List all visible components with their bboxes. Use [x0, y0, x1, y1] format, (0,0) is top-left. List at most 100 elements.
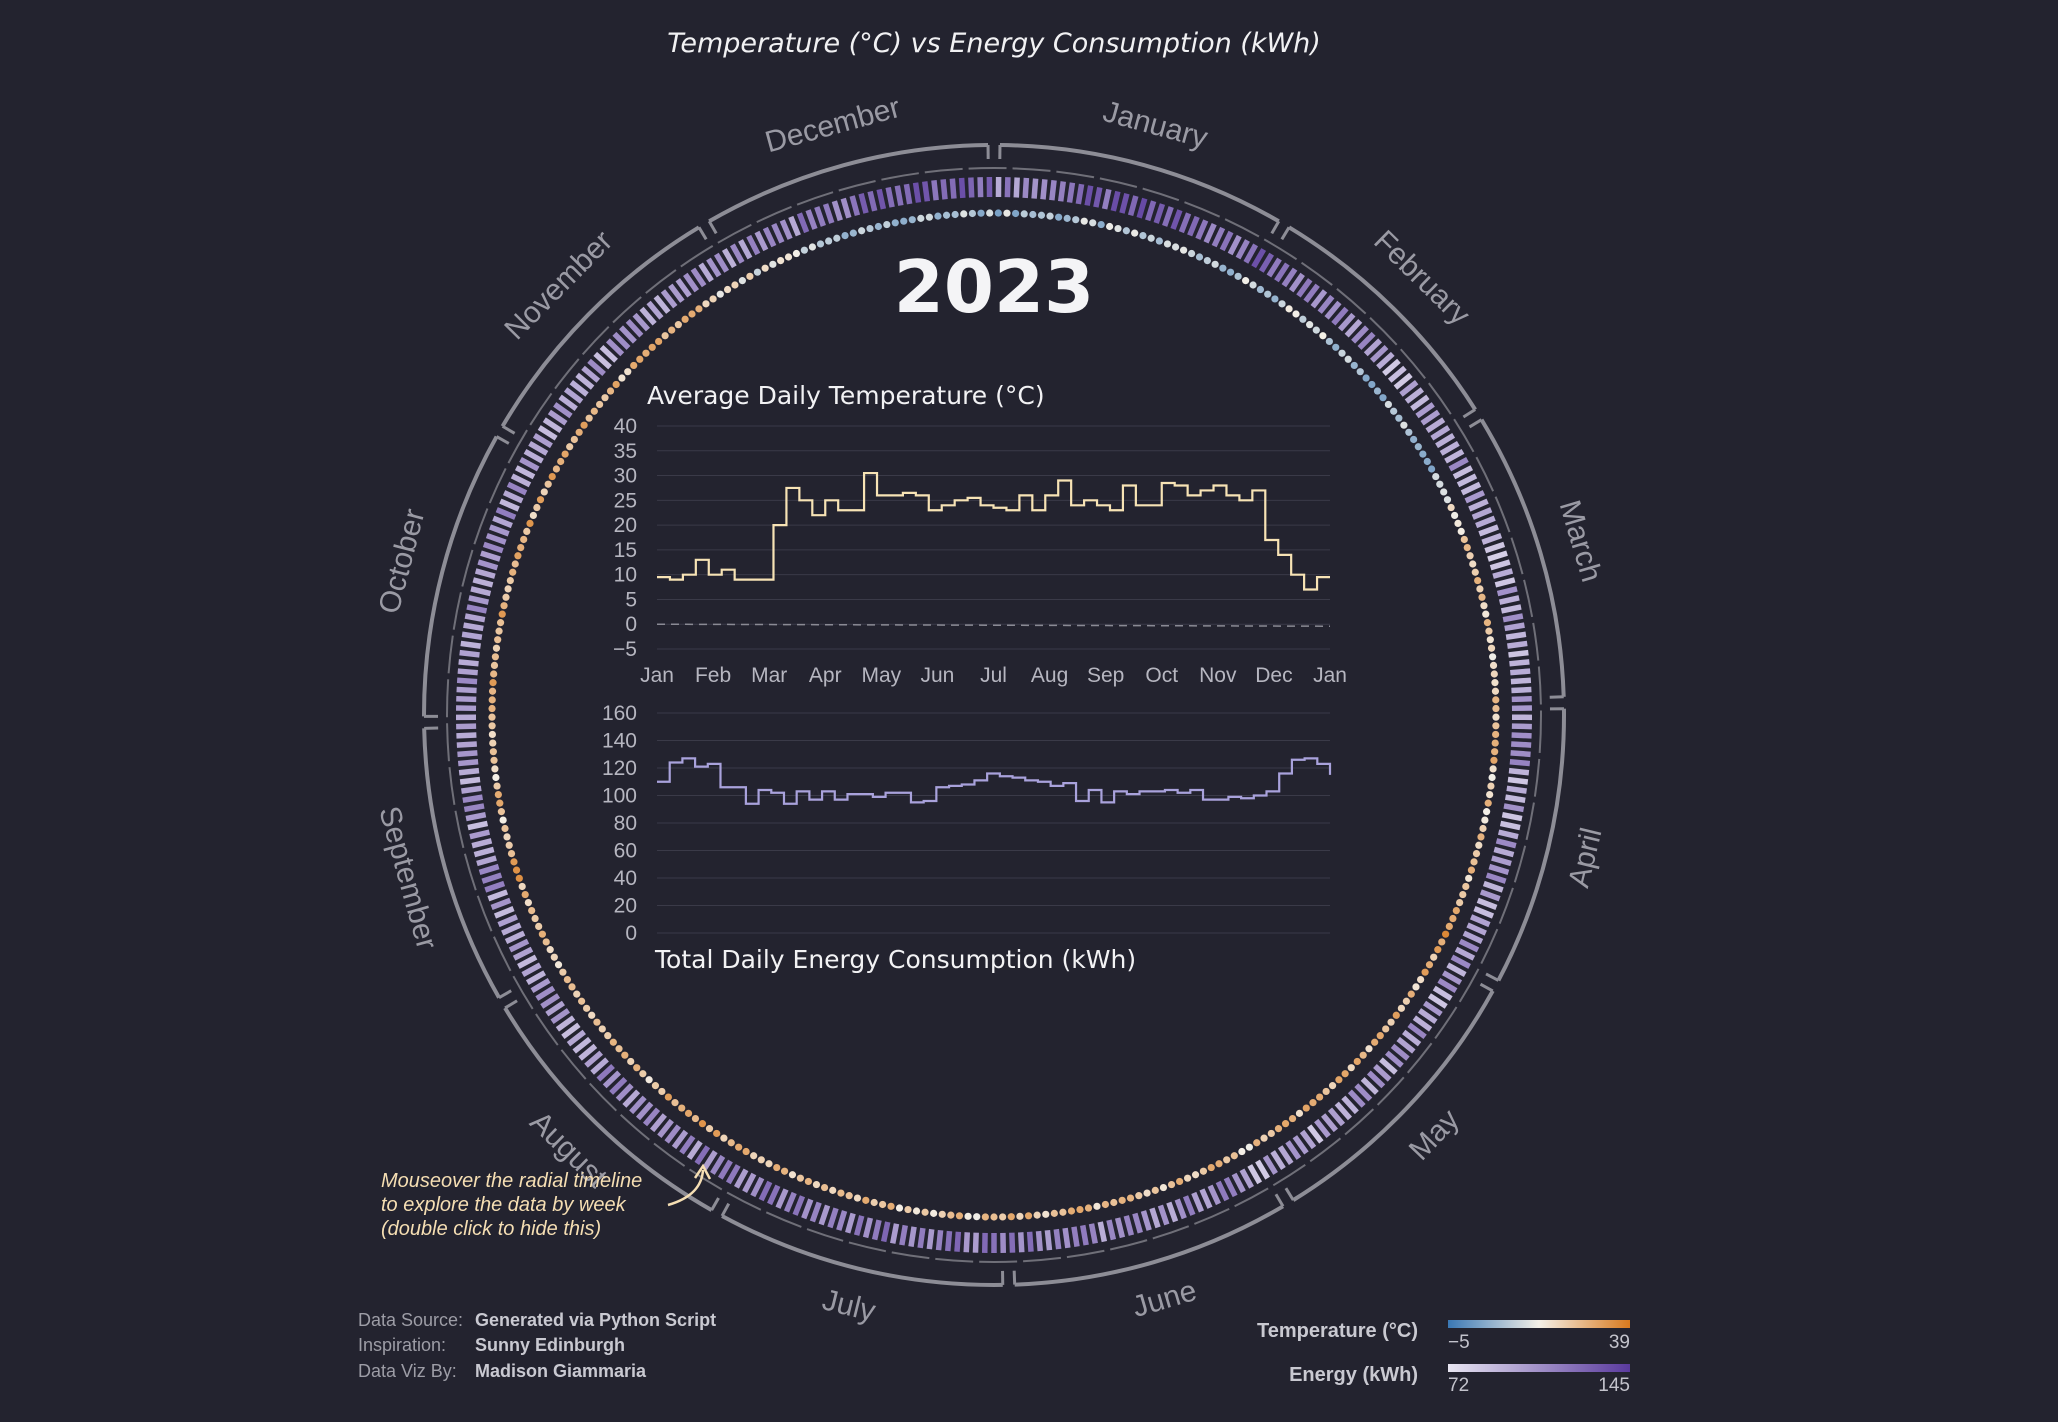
temperature-dot[interactable] [792, 249, 801, 258]
energy-bar[interactable] [1199, 1188, 1213, 1209]
temperature-dot[interactable] [563, 975, 571, 984]
temperature-dot[interactable] [1312, 326, 1320, 334]
temperature-dot[interactable] [488, 704, 496, 713]
temperature-dot[interactable] [1151, 1186, 1159, 1194]
energy-bar[interactable] [599, 345, 618, 363]
energy-bar[interactable] [615, 1083, 634, 1102]
temperature-dot[interactable] [942, 211, 951, 219]
energy-bar[interactable] [1004, 177, 1011, 198]
temperature-dot[interactable] [528, 906, 536, 915]
temperature-dot[interactable] [509, 568, 517, 576]
temperature-dot[interactable] [1084, 1204, 1093, 1212]
temperature-dot[interactable] [612, 380, 620, 389]
energy-bar[interactable] [1464, 490, 1486, 504]
temperature-dot[interactable] [1147, 234, 1155, 242]
temperature-dot[interactable] [1143, 1189, 1151, 1197]
temperature-dot[interactable] [1055, 213, 1063, 221]
energy-bar[interactable] [1503, 803, 1525, 813]
temperature-dot[interactable] [1302, 1104, 1310, 1112]
energy-bar[interactable] [1262, 1154, 1278, 1175]
temperature-dot[interactable] [1106, 222, 1114, 231]
energy-bar[interactable] [796, 212, 810, 234]
energy-bar[interactable] [890, 1223, 900, 1244]
temperature-dot[interactable] [521, 890, 529, 899]
energy-bar[interactable] [1430, 425, 1451, 441]
temperature-dot[interactable] [731, 281, 739, 289]
energy-bar[interactable] [903, 183, 913, 205]
energy-bar[interactable] [1415, 402, 1435, 419]
temperature-dot[interactable] [1479, 824, 1487, 833]
energy-bar[interactable] [885, 186, 895, 208]
temperature-dot[interactable] [557, 457, 565, 466]
temperature-dot[interactable] [590, 407, 598, 415]
energy-bar[interactable] [1479, 889, 1501, 902]
temperature-dot[interactable] [1353, 1057, 1361, 1066]
energy-bar[interactable] [686, 1140, 703, 1160]
energy-bar[interactable] [456, 677, 478, 685]
temperature-dot[interactable] [808, 243, 817, 251]
temperature-dot[interactable] [968, 209, 977, 218]
temperature-dot[interactable] [1033, 1211, 1041, 1219]
energy-bar[interactable] [1508, 649, 1529, 658]
energy-bar[interactable] [1080, 1224, 1089, 1246]
temperature-dot[interactable] [1267, 1129, 1275, 1138]
energy-bar[interactable] [1385, 1050, 1404, 1068]
energy-bar[interactable] [1510, 750, 1531, 758]
energy-bar[interactable] [1441, 970, 1463, 986]
energy-bar[interactable] [1231, 1172, 1246, 1193]
temperature-dot[interactable] [552, 465, 561, 473]
energy-bar[interactable] [1487, 550, 1508, 562]
energy-bar[interactable] [729, 243, 745, 264]
temperature-dot[interactable] [1371, 1038, 1379, 1046]
energy-bar[interactable] [660, 289, 678, 309]
energy-bar[interactable] [553, 402, 573, 419]
energy-bar[interactable] [818, 1204, 831, 1226]
temperature-dot[interactable] [1482, 610, 1490, 618]
energy-bar[interactable] [1239, 1168, 1254, 1189]
temperature-dot[interactable] [870, 1198, 878, 1207]
temperature-dot[interactable] [994, 209, 1002, 217]
temperature-dot[interactable] [671, 1099, 679, 1107]
energy-bar[interactable] [550, 1008, 571, 1025]
temperature-dot[interactable] [503, 833, 511, 841]
energy-bar[interactable] [497, 914, 519, 928]
temperature-dot[interactable] [1187, 249, 1196, 258]
temperature-dot[interactable] [1425, 961, 1434, 969]
energy-bar[interactable] [1511, 696, 1532, 703]
energy-bar[interactable] [972, 1232, 979, 1253]
energy-bar[interactable] [572, 1036, 592, 1054]
temperature-dot[interactable] [1080, 217, 1088, 225]
temperature-dot[interactable] [1211, 260, 1219, 268]
temperature-dot[interactable] [1024, 1212, 1033, 1220]
energy-bar[interactable] [506, 481, 528, 496]
energy-bar[interactable] [622, 1089, 641, 1108]
energy-bar[interactable] [1454, 946, 1476, 961]
energy-bar[interactable] [558, 394, 578, 411]
temperature-dot[interactable] [773, 1163, 781, 1172]
temperature-dot[interactable] [1449, 914, 1457, 923]
temperature-dot[interactable] [512, 866, 521, 874]
energy-bar[interactable] [528, 440, 549, 456]
energy-bar[interactable] [664, 1124, 681, 1144]
temperature-dot[interactable] [1390, 407, 1398, 415]
temperature-dot[interactable] [655, 337, 663, 346]
energy-bar[interactable] [1509, 659, 1530, 667]
energy-bar[interactable] [504, 930, 526, 945]
temperature-dot[interactable] [1292, 310, 1300, 318]
temperature-dot[interactable] [883, 220, 891, 229]
energy-bar[interactable] [525, 970, 547, 986]
temperature-dot[interactable] [531, 914, 539, 923]
energy-bar[interactable] [1402, 1029, 1422, 1047]
energy-bar[interactable] [858, 192, 869, 214]
temperature-dot[interactable] [1492, 696, 1500, 704]
temperature-dot[interactable] [1118, 1196, 1126, 1204]
energy-bar[interactable] [1031, 178, 1039, 199]
energy-bar[interactable] [612, 331, 631, 350]
temperature-dot[interactable] [491, 653, 499, 661]
energy-bar[interactable] [1215, 1180, 1230, 1202]
temperature-dot[interactable] [630, 361, 638, 370]
energy-bar[interactable] [493, 906, 515, 919]
energy-bar[interactable] [464, 613, 486, 623]
temperature-dot[interactable] [1256, 285, 1265, 294]
temperature-dot[interactable] [878, 1200, 887, 1209]
